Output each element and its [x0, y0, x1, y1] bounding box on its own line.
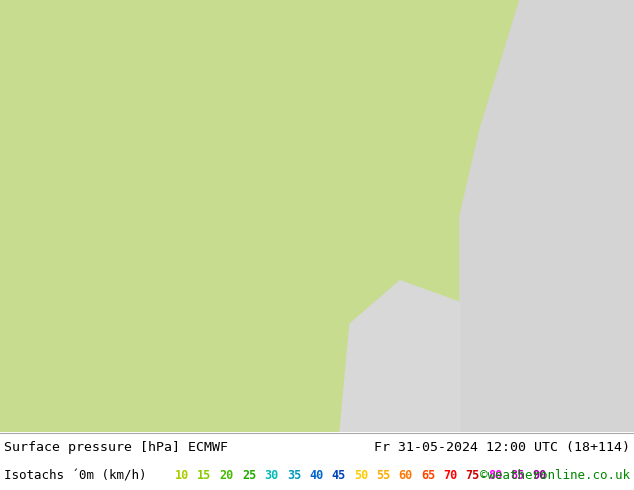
- Text: 45: 45: [332, 469, 346, 482]
- Text: 15: 15: [197, 469, 212, 482]
- Text: 20: 20: [220, 469, 234, 482]
- Text: 75: 75: [465, 469, 480, 482]
- Text: 65: 65: [421, 469, 435, 482]
- Text: 30: 30: [264, 469, 279, 482]
- Text: ©weatheronline.co.uk: ©weatheronline.co.uk: [480, 469, 630, 482]
- Text: 80: 80: [488, 469, 502, 482]
- Text: 35: 35: [287, 469, 301, 482]
- Text: 85: 85: [510, 469, 524, 482]
- Text: 50: 50: [354, 469, 368, 482]
- Text: 10: 10: [175, 469, 190, 482]
- Text: 90: 90: [533, 469, 547, 482]
- Text: 25: 25: [242, 469, 256, 482]
- Text: Isotachs ´0m (km/h): Isotachs ´0m (km/h): [4, 469, 146, 482]
- Text: Fr 31-05-2024 12:00 UTC (18+114): Fr 31-05-2024 12:00 UTC (18+114): [374, 441, 630, 454]
- Text: Surface pressure [hPa] ECMWF: Surface pressure [hPa] ECMWF: [4, 441, 228, 454]
- Text: 60: 60: [399, 469, 413, 482]
- Polygon shape: [340, 281, 460, 432]
- Text: 40: 40: [309, 469, 323, 482]
- Polygon shape: [460, 0, 634, 432]
- Text: 70: 70: [443, 469, 458, 482]
- Text: 55: 55: [376, 469, 391, 482]
